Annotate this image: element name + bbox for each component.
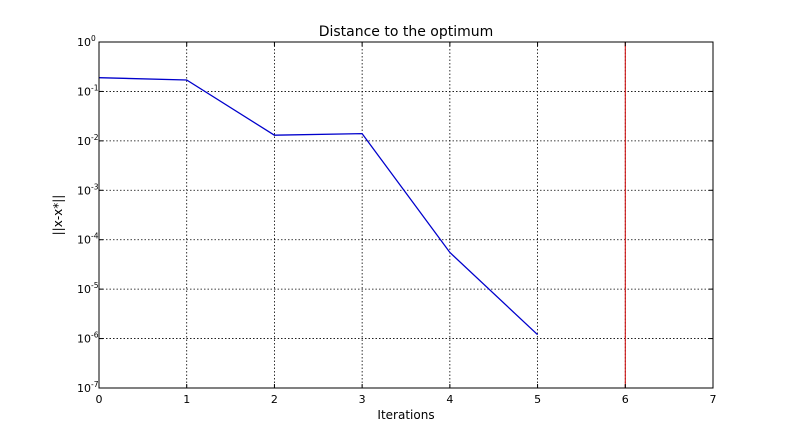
y-tick-exponent: -4 (91, 232, 99, 241)
plot-frame (98, 41, 714, 389)
y-tick-exponent: 0 (91, 34, 96, 43)
x-axis-label: Iterations (377, 408, 434, 422)
y-tick-base: 10 (77, 234, 91, 247)
series-layer (98, 77, 539, 336)
y-tick-base: 10 (77, 135, 91, 148)
y-tick-exponent: -5 (91, 281, 99, 290)
y-tick-exponent: -3 (91, 182, 99, 191)
y-tick-label: 10-3 (77, 182, 99, 197)
y-tick-base: 10 (77, 382, 91, 395)
x-tick-label: 7 (710, 393, 717, 406)
y-tick-base: 10 (77, 184, 91, 197)
series-line (98, 77, 539, 336)
x-tick-label: 0 (96, 393, 103, 406)
y-tick-base: 10 (77, 85, 91, 98)
y-tick-label: 10-2 (77, 133, 99, 148)
y-tick-label: 10-4 (77, 232, 99, 247)
chart-title: Distance to the optimum (319, 24, 494, 40)
x-tick-label: 2 (271, 393, 278, 406)
y-tick-base: 10 (77, 333, 91, 346)
y-tick-base: 10 (77, 36, 91, 49)
grid (99, 42, 713, 388)
x-tick-label: 4 (446, 393, 453, 406)
x-tick-label: 6 (622, 393, 629, 406)
y-tick-label: 10-5 (77, 281, 99, 296)
y-tick-exponent: -1 (91, 83, 99, 92)
y-tick-label: 10-7 (77, 380, 99, 395)
x-tick-label: 5 (534, 393, 541, 406)
y-tick-label: 10-6 (77, 331, 99, 346)
y-tick-label: 100 (77, 34, 96, 49)
y-tick-label: 10-1 (77, 83, 99, 98)
y-tick-exponent: -2 (91, 133, 99, 142)
x-tick-label: 3 (359, 393, 366, 406)
y-axis-label: ||x-x*|| (51, 195, 65, 236)
y-tick-exponent: -6 (91, 331, 99, 340)
y-tick-base: 10 (77, 283, 91, 296)
y-tick-exponent: -7 (91, 380, 99, 389)
x-tick-label: 1 (183, 393, 190, 406)
